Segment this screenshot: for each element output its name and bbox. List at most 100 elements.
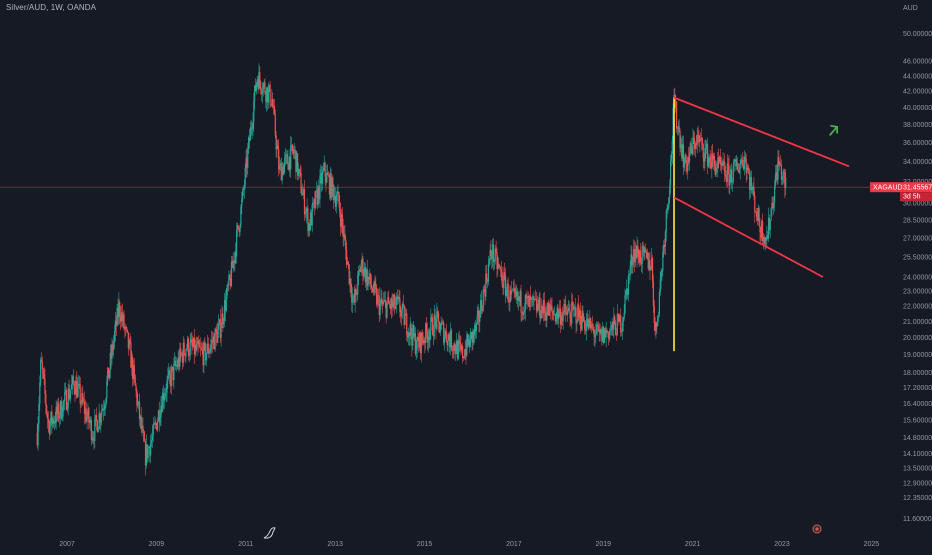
candle-body [135,385,137,391]
candle-body [645,252,648,258]
candle-body [193,337,195,348]
candle-body [463,356,465,358]
time-tick-label: 2013 [327,541,343,548]
candle-body [528,296,530,307]
candle-body [478,310,480,322]
candle-body [248,137,250,149]
candle-body [539,297,541,319]
candle-body [329,173,331,195]
candle-body [750,177,752,191]
candle-body [46,405,48,414]
candle-body [446,340,448,346]
candle-body [741,159,743,161]
candle-body [156,423,158,431]
candle-body [462,346,464,358]
price-tick-label: 42.00000 [903,89,932,96]
candle-body [565,305,567,313]
candle-body [758,208,760,226]
candle-body [749,174,751,190]
candle-body [389,304,392,310]
candle-body [88,408,90,423]
candle-body [671,140,673,155]
arrow-up-icon[interactable] [829,124,839,136]
candle-body [155,422,157,424]
candle-body [734,159,736,162]
time-axis[interactable]: 2007 2009 2011 2013 2015 2017 2019 2021 2023 2025 [59,541,879,548]
candle-body [523,310,526,313]
candle-body [466,334,468,356]
candle-body [40,359,43,362]
candle-body [269,84,271,105]
candle-body [286,153,288,164]
candle-body [96,420,98,433]
candle-body [642,245,644,247]
candle-body [191,339,193,346]
candle-body [668,197,670,207]
candle-body [509,290,511,303]
candle-body [597,326,599,332]
candle-body [737,163,739,170]
candle-body [198,340,200,347]
candle-body [402,303,404,306]
candle-body [684,154,686,162]
trendline[interactable] [673,196,824,278]
candle-body [493,260,496,262]
economic-event-icon[interactable] [812,524,822,534]
candle-body [128,340,130,349]
candle-body [785,177,787,189]
candle-body [122,314,124,321]
candle-body [195,344,197,350]
candle-body [250,127,252,130]
price-axis[interactable]: AUD 50.00000 46.00000 44.00000 42.00000 40.0… [903,5,932,523]
candle-body [572,302,574,306]
candle-body [353,295,355,303]
candle-body [504,276,507,297]
candle-body [245,157,247,168]
candle-body [552,310,554,314]
candle-body [637,245,639,256]
candle-body [514,288,516,293]
candle-body [524,295,526,311]
candle-body [422,340,424,343]
candle-body [712,156,715,160]
candle-body [427,336,429,343]
candle-body [614,316,616,323]
candle-body [242,189,244,200]
candle-body [94,418,96,441]
candle-body [406,313,408,335]
candle-body [517,296,520,301]
price-tick-label: 27.00000 [903,235,932,242]
candle-body [258,71,260,90]
candle-body [237,225,239,229]
candle-body [651,258,653,269]
candle-body [711,153,713,169]
symbol-title[interactable]: Silver/AUD, 1W, OANDA [6,3,97,12]
candle-body [425,323,428,333]
candle-body [361,258,363,264]
candle-body [554,314,557,322]
candle-body [177,357,179,367]
candle-body [371,288,373,292]
candle-body [541,306,543,318]
candle-body [84,408,86,414]
candle-body [311,204,313,226]
trendline[interactable] [673,96,850,168]
candle-body [413,333,416,337]
candle-body [768,217,771,231]
candle-body [310,212,312,226]
candle-body [197,340,199,344]
candle-body [669,160,672,186]
candle-body [114,320,117,332]
tradingview-logo-icon[interactable] [263,527,276,539]
candle-body [784,172,786,189]
candle-body [522,311,524,315]
candle-body [104,405,106,410]
candle-body [614,322,617,335]
candle-body [436,311,438,329]
candle-body [474,325,477,332]
candle-body [433,314,435,337]
candle-body [715,167,717,175]
candle-body [315,191,317,209]
